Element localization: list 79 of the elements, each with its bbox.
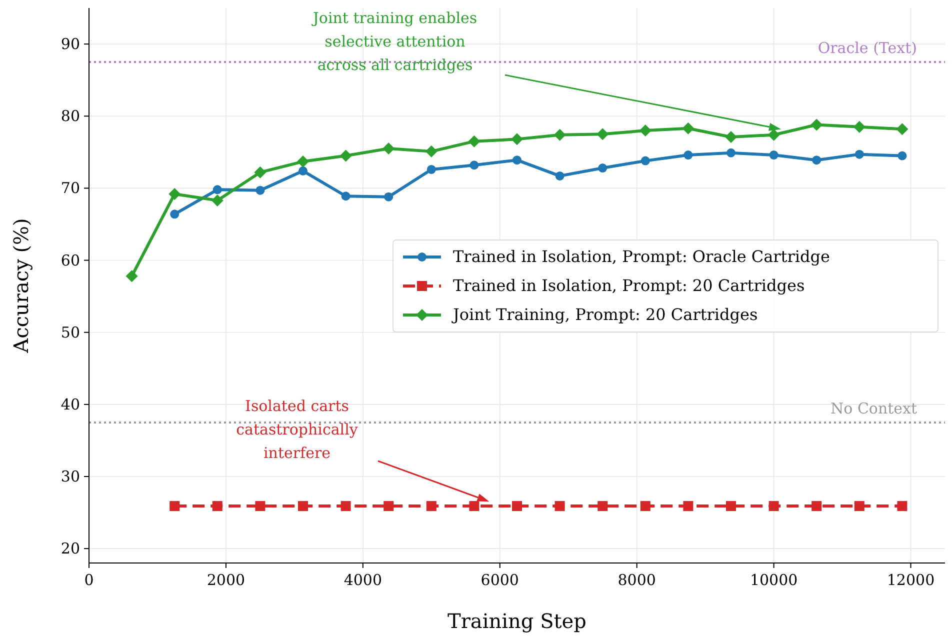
point xyxy=(726,148,736,158)
point xyxy=(683,501,694,512)
point xyxy=(769,150,778,160)
point xyxy=(384,501,394,512)
point xyxy=(254,166,266,178)
point xyxy=(211,194,224,206)
point xyxy=(598,501,608,512)
point xyxy=(812,156,822,165)
y-tick-label: 50 xyxy=(60,323,80,342)
y-tick-label: 30 xyxy=(60,468,80,486)
y-tick-label: 20 xyxy=(60,540,80,558)
x-tick-label: 2000 xyxy=(206,571,246,589)
point xyxy=(898,151,907,160)
annotation: Joint training enables selective attention across all cartridges xyxy=(310,9,478,74)
point xyxy=(554,501,565,512)
point xyxy=(810,118,823,131)
point xyxy=(425,145,438,158)
x-tick-label: 4000 xyxy=(344,571,382,589)
point xyxy=(255,501,266,512)
point xyxy=(170,501,180,512)
point xyxy=(896,123,908,136)
point xyxy=(640,156,650,166)
point xyxy=(768,128,780,141)
x-tick-label: 10000 xyxy=(750,571,798,589)
point xyxy=(768,501,779,512)
y-axis-title: Accuracy (%) xyxy=(9,218,33,354)
point xyxy=(725,131,737,144)
legend-label: Trained in Isolation, Prompt: 20 Cartridges xyxy=(453,276,805,295)
point xyxy=(126,270,138,282)
point xyxy=(469,501,480,512)
point xyxy=(426,501,436,512)
point xyxy=(596,128,609,140)
point xyxy=(639,124,652,137)
point xyxy=(297,156,309,168)
ref-line-label: No Context xyxy=(830,399,917,418)
point xyxy=(212,185,222,194)
point xyxy=(468,135,480,148)
point xyxy=(170,210,180,219)
point xyxy=(384,192,394,202)
point xyxy=(168,188,181,200)
point xyxy=(340,501,351,512)
ref-line-label: Oracle (Text) xyxy=(818,39,917,58)
point xyxy=(470,160,479,170)
x-tick-label: 8000 xyxy=(618,571,656,589)
point xyxy=(426,164,436,174)
point xyxy=(726,501,736,512)
point xyxy=(854,150,864,159)
point xyxy=(298,501,308,512)
point xyxy=(212,501,222,512)
y-tick-label: 80 xyxy=(60,107,80,126)
legend-label: Trained in Isolation, Prompt: Oracle Cartridge xyxy=(453,247,830,266)
point xyxy=(382,142,395,155)
point xyxy=(640,501,650,512)
point xyxy=(511,133,523,146)
point xyxy=(897,501,908,512)
point xyxy=(853,120,866,133)
x-tick-label: 12000 xyxy=(886,571,935,589)
y-tick-label: 60 xyxy=(60,251,80,270)
point xyxy=(340,150,352,162)
point xyxy=(854,501,864,512)
point xyxy=(512,156,522,165)
point xyxy=(684,150,693,160)
x-tick-label: 6000 xyxy=(480,571,519,589)
x-tick-label: 0 xyxy=(84,571,94,589)
y-tick-label: 90 xyxy=(60,35,80,54)
legend-label: Joint Training, Prompt: 20 Cartridges xyxy=(451,305,758,324)
point xyxy=(812,501,822,512)
y-tick-label: 70 xyxy=(60,179,80,198)
point xyxy=(298,166,308,176)
point xyxy=(341,192,350,201)
point xyxy=(682,122,694,134)
annotation: Isolated carts catastrophically interfere xyxy=(236,397,358,462)
point xyxy=(512,501,522,512)
point xyxy=(555,171,564,180)
x-axis-title: Training Step xyxy=(448,609,586,633)
y-tick-label: 40 xyxy=(60,395,80,414)
point xyxy=(554,128,566,141)
point xyxy=(256,186,265,195)
point xyxy=(598,164,608,173)
